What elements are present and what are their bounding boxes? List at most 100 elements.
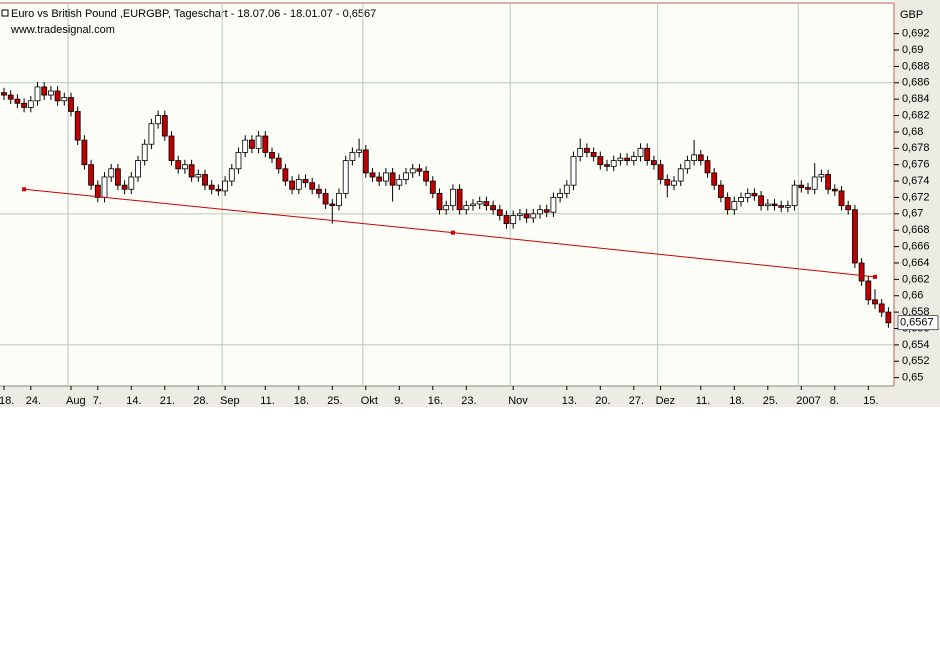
candle-body — [590, 152, 597, 157]
candle-body — [101, 176, 108, 198]
candle-body — [148, 123, 155, 145]
y-tick-label: 0,686 — [902, 77, 930, 89]
candle-body — [858, 262, 865, 282]
candle-body — [329, 203, 336, 207]
candle-body — [161, 115, 168, 137]
candle-body — [677, 168, 684, 182]
y-tick-label: 0,664 — [902, 257, 930, 269]
x-tick-label: 15. — [863, 395, 878, 407]
candle-body — [74, 111, 81, 141]
y-tick-label: 0,69 — [902, 44, 923, 56]
candle-body — [845, 205, 852, 211]
candle-body — [644, 147, 651, 162]
candle-body — [651, 160, 657, 166]
candle-body — [396, 179, 403, 186]
candle-body — [785, 205, 791, 208]
candle-body — [543, 209, 550, 213]
candle-body — [436, 192, 443, 211]
candle-body — [61, 97, 68, 102]
candle-body — [831, 188, 838, 192]
candle-body — [751, 192, 758, 197]
candle-body — [872, 299, 878, 305]
y-tick-label: 0,66 — [902, 290, 923, 302]
candle-body — [664, 179, 671, 186]
candle-body — [295, 179, 302, 190]
y-tick-label: 0,652 — [902, 355, 930, 367]
candle-body — [550, 197, 557, 213]
candle-body — [510, 215, 517, 225]
y-tick-label: 0,654 — [902, 339, 930, 351]
candle-body — [115, 168, 121, 186]
candle-body — [557, 192, 563, 198]
candle-body — [81, 139, 88, 166]
candle-body — [389, 172, 396, 186]
x-tick-label: Okt — [361, 395, 378, 407]
candle-body — [141, 143, 148, 162]
candle-body — [309, 182, 316, 190]
candle-body — [302, 179, 309, 184]
candle-body — [671, 180, 677, 186]
candle-body — [503, 215, 510, 225]
x-tick-label: 18. — [0, 395, 14, 407]
x-tick-label: 25. — [763, 395, 778, 407]
candle-body — [269, 152, 275, 159]
candle-body — [744, 192, 751, 198]
candle-body — [429, 180, 436, 194]
candle-body — [349, 152, 356, 162]
x-tick-label: 13. — [562, 395, 577, 407]
x-tick-label: 18. — [729, 395, 744, 407]
candle-body — [403, 172, 409, 180]
x-tick-label: 24. — [26, 395, 41, 407]
x-tick-label: 27. — [629, 395, 644, 407]
candle-body — [416, 168, 423, 172]
trendline-point — [450, 230, 455, 235]
candle-body — [362, 149, 369, 174]
x-tick-label: 2007 — [796, 395, 820, 407]
trendline-point — [873, 274, 877, 279]
candle-body — [825, 174, 831, 190]
candle-body — [7, 94, 14, 100]
candle-body — [630, 156, 637, 162]
candle-body — [336, 192, 342, 207]
y-tick-label: 0,65 — [902, 372, 923, 384]
y-tick-label: 0,688 — [902, 60, 930, 72]
candle-body — [168, 135, 175, 162]
candle-body — [215, 188, 222, 192]
title-icon — [1, 9, 9, 17]
x-tick-label: 28. — [193, 395, 208, 407]
x-tick-label: 14. — [126, 395, 141, 407]
candle-body — [68, 97, 74, 112]
trendline-point — [22, 187, 27, 192]
x-tick-label: Aug — [66, 395, 86, 407]
candle-body — [878, 303, 885, 313]
y-tick-label: 0,678 — [902, 142, 930, 154]
y-tick-label: 0,674 — [902, 175, 930, 187]
candle-body — [188, 164, 195, 178]
x-tick-label: Sep — [220, 395, 240, 407]
candle-body — [155, 115, 162, 125]
y-tick-label: 0,658 — [902, 306, 930, 318]
candle-body — [21, 102, 28, 108]
candle-body — [811, 176, 818, 190]
y-axis-strip — [894, 0, 940, 407]
candle-body — [838, 190, 845, 207]
y-tick-label: 0,692 — [902, 28, 930, 40]
x-tick-label: 8. — [830, 395, 839, 407]
candle-body — [48, 90, 54, 96]
candle-body — [255, 135, 262, 149]
candle-body — [382, 172, 389, 182]
candle-body — [1, 92, 7, 96]
candle-body — [135, 160, 141, 178]
candle-body — [818, 174, 825, 178]
candle-body — [248, 139, 255, 149]
candle-body — [342, 160, 349, 194]
y-tick-label: 0,672 — [902, 191, 930, 203]
candle-body — [691, 154, 697, 162]
candle-body — [496, 209, 503, 216]
x-tick-label: 11. — [260, 395, 274, 407]
x-tick-label: 9. — [394, 395, 403, 407]
candle-body — [181, 164, 188, 170]
y-tick-label: 0,67 — [902, 208, 923, 220]
